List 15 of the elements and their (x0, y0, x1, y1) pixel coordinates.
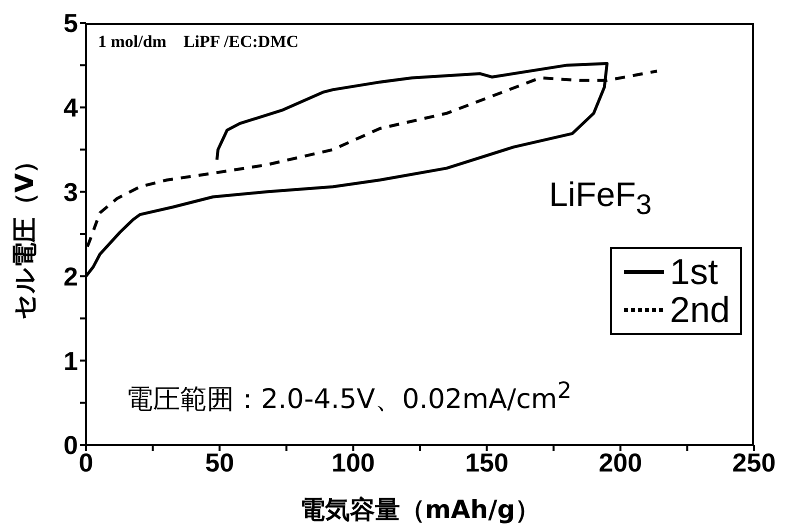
y-tick-label: 3 (64, 177, 78, 208)
annotation: LiFeF$_{3}$ (549, 176, 652, 221)
x-tick-label: 50 (205, 447, 234, 478)
x-tick-label: 250 (732, 447, 776, 478)
y-tick-label: 2 (64, 261, 78, 292)
x-tick-label: 150 (465, 447, 508, 478)
annotation: 電圧範囲：2.0-4.5V、0.02mA/cm$^{2}$ (126, 378, 572, 415)
annotation: 1 mol/dm LiPF /EC:DMC (98, 32, 299, 51)
x-tick-label: 200 (598, 447, 642, 478)
y-tick-label: 5 (64, 8, 78, 38)
y-tick-label: 1 (64, 346, 78, 376)
x-tick-label: 100 (332, 447, 375, 478)
y-tick-label: 4 (64, 92, 79, 123)
x-axis-title: 電気容量（mAh/g） (300, 495, 540, 524)
y-axis-title: セル電圧（V） (10, 148, 39, 320)
